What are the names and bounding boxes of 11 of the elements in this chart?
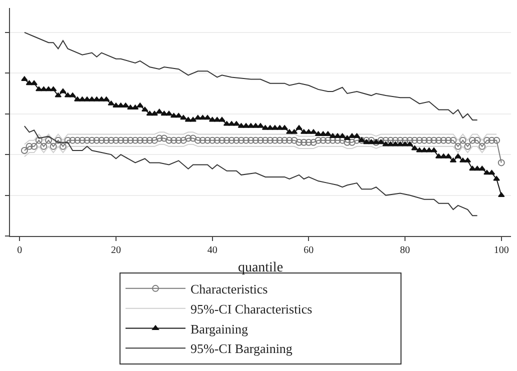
x-axis-title: quantile: [238, 260, 284, 276]
legend-label: Characteristics: [190, 282, 268, 296]
x-tick-label: 40: [207, 245, 218, 256]
x-tick-label: 0: [17, 245, 22, 256]
x-tick-label: 60: [304, 245, 314, 256]
x-tick-label: 20: [110, 245, 121, 256]
x-tick-label: 100: [494, 245, 509, 256]
legend-label: 95%-CI Characteristics: [190, 301, 312, 316]
legend-label: 95%-CI Bargaining: [190, 341, 293, 356]
legend-label: Bargaining: [190, 321, 249, 336]
x-tick-label: 80: [400, 245, 410, 256]
